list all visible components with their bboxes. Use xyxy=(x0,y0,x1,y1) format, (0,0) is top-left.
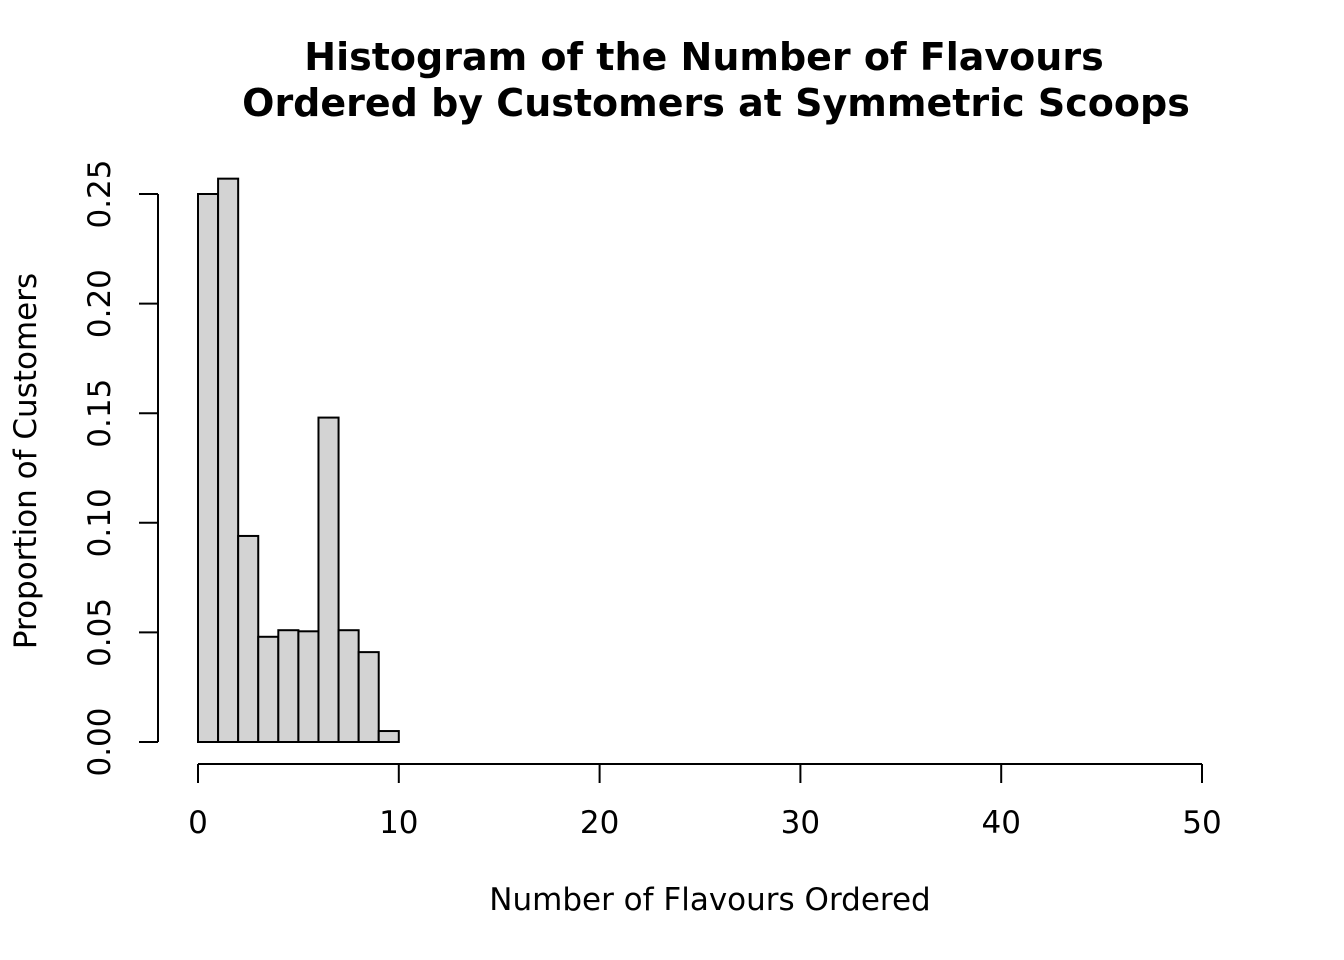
x-tick-label: 0 xyxy=(188,805,208,841)
histogram-bar-2 xyxy=(237,534,260,744)
x-tick-label: 20 xyxy=(580,805,619,841)
x-tick-label: 40 xyxy=(981,805,1020,841)
chart-title-line-1: Histogram of the Number of Flavours xyxy=(304,35,1103,79)
histogram-bar-4 xyxy=(277,629,300,744)
x-axis-label: Number of Flavours Ordered xyxy=(489,882,930,918)
y-tick-label: 0.10 xyxy=(82,488,118,557)
y-tick-label: 0.00 xyxy=(82,707,118,776)
y-axis-ticks: 0.00 0.05 0.10 0.15 0.20 0.25 xyxy=(82,159,158,777)
histogram-bar-9 xyxy=(377,730,400,743)
histogram-bar-5 xyxy=(297,630,320,744)
histogram-bar-7 xyxy=(337,629,360,744)
chart-title-line-2: Ordered by Customers at Symmetric Scoops xyxy=(242,81,1190,125)
x-axis-ticks: 0 10 20 30 40 50 xyxy=(188,764,1222,841)
x-tick-label: 50 xyxy=(1182,805,1221,841)
y-tick-label: 0.05 xyxy=(82,598,118,667)
histogram-bar-0 xyxy=(197,193,220,743)
y-tick-label: 0.25 xyxy=(82,159,118,228)
bars-group xyxy=(197,177,400,744)
y-axis-label: Proportion of Customers xyxy=(8,273,44,649)
histogram-bar-6 xyxy=(317,416,340,743)
histogram-bar-3 xyxy=(257,635,280,743)
x-tick-label: 30 xyxy=(781,805,820,841)
histogram-bar-8 xyxy=(357,651,380,743)
y-tick-label: 0.20 xyxy=(82,269,118,338)
y-tick-label: 0.15 xyxy=(82,379,118,448)
histogram-bar-1 xyxy=(217,177,240,743)
x-tick-label: 10 xyxy=(379,805,418,841)
